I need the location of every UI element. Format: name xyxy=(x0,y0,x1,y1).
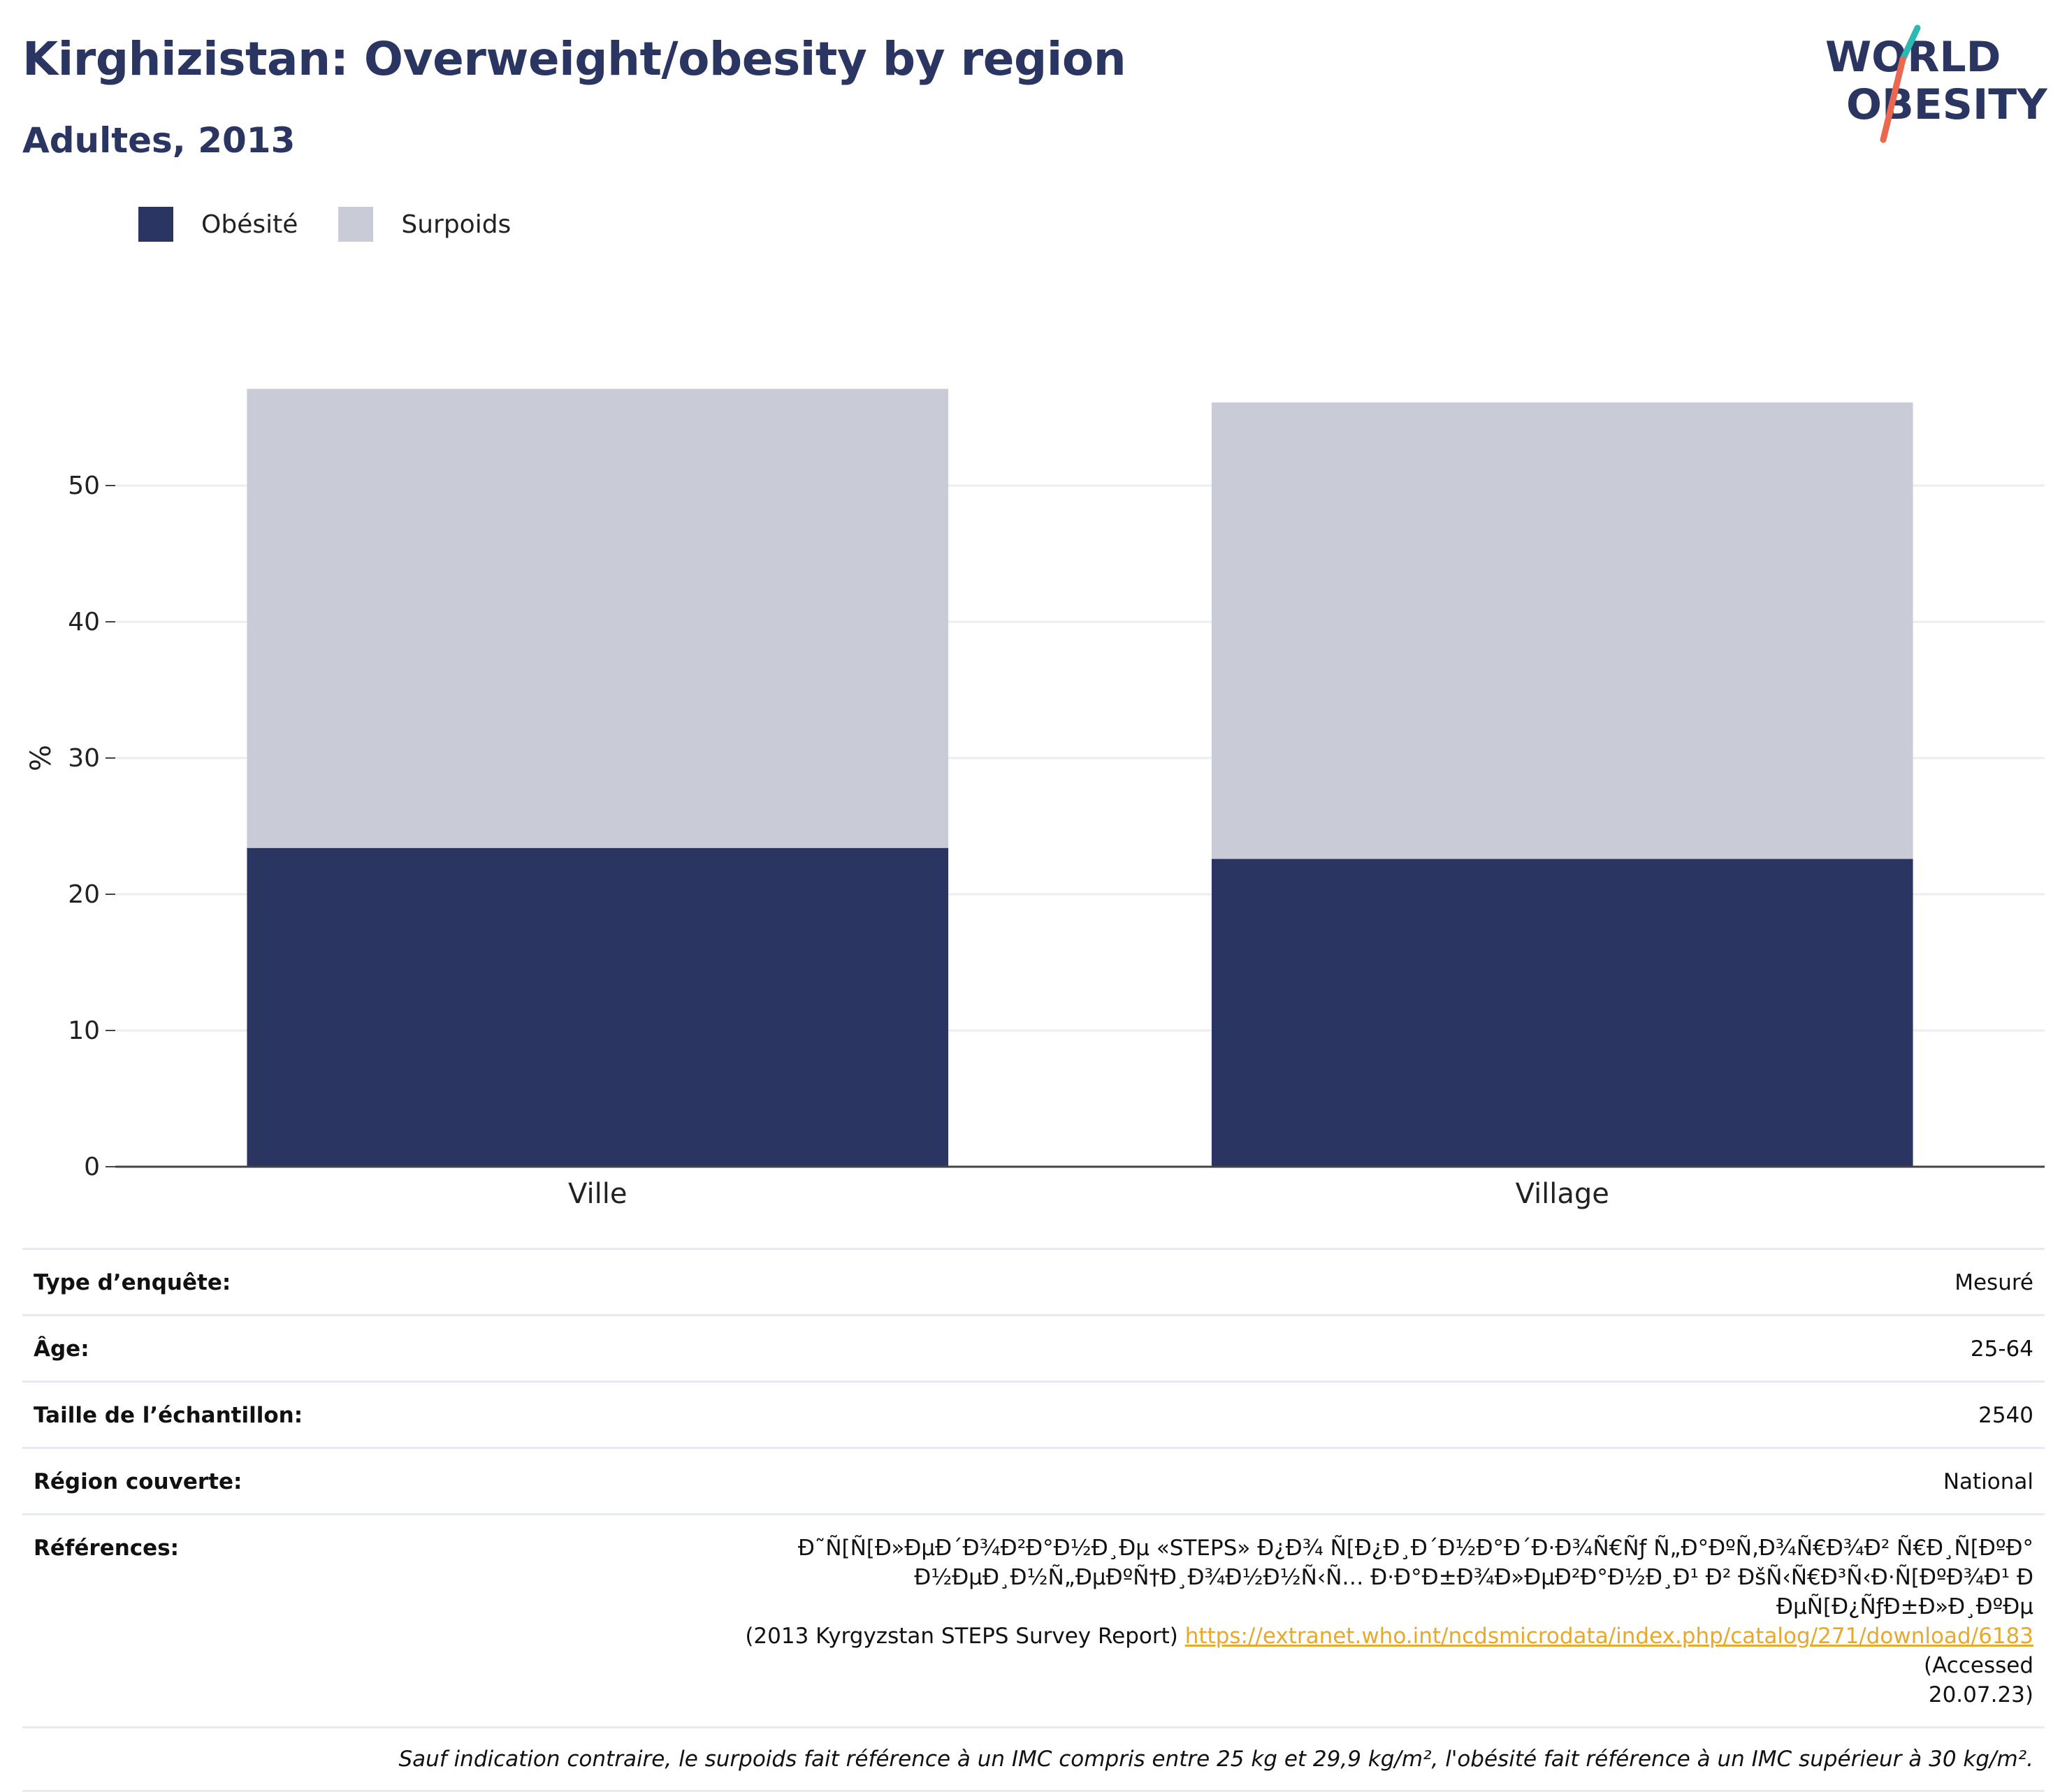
logo-slash-bottom xyxy=(1880,56,1906,143)
sample-size-value: 2540 xyxy=(1978,1403,2033,1428)
legend-swatch-obesite xyxy=(138,207,173,242)
info-row-region: Région couverte: National xyxy=(22,1449,2045,1515)
survey-type-value: Mesuré xyxy=(1954,1270,2033,1295)
region-label: Région couverte: xyxy=(34,1469,242,1494)
x-tick-label-ville: Ville xyxy=(568,1178,627,1210)
y-tick-label-0: 0 xyxy=(84,1153,100,1181)
references-value: Ð˜Ñ[Ñ[Ð»ÐµÐ´Ð¾Ð²Ð°Ð½Ð¸Ðµ «STEPS» Ð¿Ð¾ Ñ[… xyxy=(706,1534,2033,1710)
sample-size-label: Taille de l’échantillon: xyxy=(34,1403,303,1428)
y-tick-label-20: 20 xyxy=(68,880,100,909)
age-value: 25-64 xyxy=(1970,1336,2033,1362)
world-obesity-logo: WORLD OBESITY xyxy=(1825,24,2048,143)
y-axis-title: % xyxy=(25,745,57,771)
reference-line-1: Ð˜Ñ[Ñ[Ð»ÐµÐ´Ð¾Ð²Ð°Ð½Ð¸Ðµ «STEPS» Ð¿Ð¾ Ñ[… xyxy=(797,1536,2033,1561)
reference-title: (2013 Kyrgyzstan STEPS Survey Report) xyxy=(745,1624,1178,1649)
axes: 0 10 20 30 40 50% Ville Village xyxy=(25,472,2045,1210)
legend-item-surpoids[interactable]: Surpoids xyxy=(338,207,511,242)
y-tick-label-50: 50 xyxy=(68,472,100,500)
bar-village-obesite[interactable] xyxy=(1211,859,1913,1167)
info-row-references: Références: Ð˜Ñ[Ñ[Ð»ÐµÐ´Ð¾Ð²Ð°Ð½Ð¸Ðµ «ST… xyxy=(22,1515,2045,1728)
reference-link[interactable]: https://extranet.who.int/ncdsmicrodata/i… xyxy=(1184,1624,2033,1649)
x-tick-label-village: Village xyxy=(1516,1178,1609,1210)
survey-info-table: Type d’enquête: Mesuré Âge: 25-64 Taille… xyxy=(22,1248,2045,1792)
chart-subtitle: Adultes, 2013 xyxy=(22,120,296,161)
info-row-survey-type: Type d’enquête: Mesuré xyxy=(22,1250,2045,1316)
region-value: National xyxy=(1943,1469,2033,1494)
reference-line-3: (2013 Kyrgyzstan STEPS Survey Report) ht… xyxy=(706,1622,2033,1680)
bar-village-surpoids[interactable] xyxy=(1211,402,1913,859)
y-tick-label-40: 40 xyxy=(68,608,100,636)
legend-label-obesite: Obésité xyxy=(201,210,298,239)
logo-slash-top xyxy=(1899,24,1921,63)
age-label: Âge: xyxy=(34,1336,89,1362)
bmi-definition-note: Sauf indication contraire, le surpoids f… xyxy=(22,1728,2045,1792)
info-row-sample-size: Taille de l’échantillon: 2540 xyxy=(22,1383,2045,1449)
reference-accessed-date: 20.07.23) xyxy=(1928,1682,2033,1707)
survey-type-label: Type d’enquête: xyxy=(34,1270,231,1295)
y-tick-label-10: 10 xyxy=(68,1017,100,1045)
reference-accessed: (Accessed xyxy=(1924,1653,2033,1678)
legend-label-surpoids: Surpoids xyxy=(401,210,512,239)
logo-line2: OBESITY xyxy=(1846,80,2048,129)
y-tick-label-30: 30 xyxy=(68,744,100,773)
references-label: Références: xyxy=(34,1536,180,1561)
bar-ville-obesite[interactable] xyxy=(247,847,949,1167)
legend-swatch-surpoids xyxy=(338,207,374,242)
bar-ville-surpoids[interactable] xyxy=(247,388,949,848)
stacked-bar-chart: 0 10 20 30 40 50% Ville Village xyxy=(25,388,2045,1210)
info-row-age: Âge: 25-64 xyxy=(22,1316,2045,1383)
legend-item-obesite[interactable]: Obésité xyxy=(138,207,298,242)
bars xyxy=(247,388,1913,1167)
reference-line-2: Ð½ÐµÐ¸Ð½Ñ„ÐµÐºÑ†Ð¸Ð¾Ð½Ð½Ñ‹Ñ… Ð·Ð°Ð±Ð¾Ð»Ð… xyxy=(914,1565,2033,1619)
chart-title: Kirghizistan: Overweight/obesity by regi… xyxy=(22,32,1126,86)
chart-legend: Obésité Surpoids xyxy=(138,207,551,242)
